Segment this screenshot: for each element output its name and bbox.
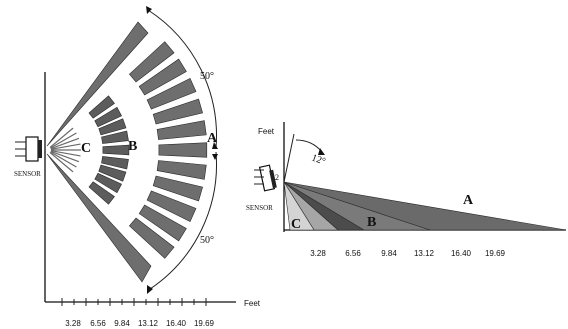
- zone-c-ray: [49, 127, 74, 148]
- zone-b-segment: [98, 118, 127, 136]
- zone-c-ray: [49, 152, 74, 173]
- zone-a-segment: [158, 142, 208, 158]
- zone-b-segment: [88, 95, 115, 119]
- top-view-angle-arc-upper: [147, 9, 217, 149]
- top-view-tick-label: 16.40: [166, 319, 187, 328]
- side-view-zone-label-b: B: [367, 215, 376, 230]
- zone-c-ray: [50, 150, 80, 163]
- zone-b-segment: [102, 144, 130, 156]
- side-view-offset-label: 2: [275, 173, 279, 182]
- zone-a-segment: [156, 120, 207, 140]
- zone-c-ray: [50, 150, 81, 157]
- side-view-sensor-icon: [254, 164, 277, 192]
- zone-a-segment: [128, 41, 175, 83]
- side-view-axis-label: Feet: [258, 127, 275, 136]
- zone-a-segment: [152, 98, 203, 125]
- side-view-tilt-label: 12°: [310, 152, 327, 167]
- top-view-zone-a-segments: [128, 41, 208, 259]
- zone-b-segment: [101, 130, 129, 144]
- top-view-arrow-icon: [212, 154, 218, 160]
- zone-b-segment: [94, 172, 123, 194]
- top-view-zone-b-segments: [88, 95, 130, 205]
- zone-c-ray: [50, 143, 81, 150]
- top-view-arrow-icon: [212, 142, 218, 149]
- top-view-rays: [49, 127, 81, 173]
- zone-c-ray: [50, 137, 80, 150]
- zone-b-segment: [94, 106, 123, 128]
- zone-c-ray: [50, 132, 77, 149]
- top-view-angle-label-upper: 50°: [200, 71, 214, 82]
- zone-a-segment: [146, 190, 197, 223]
- top-view-axis-label: Feet: [244, 299, 261, 308]
- side-view-arrow-icon: [318, 148, 325, 155]
- zone-a-segment: [156, 160, 207, 180]
- top-view-sensor-label: SENSOR: [14, 170, 41, 178]
- top-view-tick-label: 13.12: [138, 319, 159, 328]
- zone-a-segment: [138, 204, 187, 242]
- top-view-zone-label-c: C: [81, 141, 91, 156]
- side-view-zone-label-c: C: [291, 217, 301, 232]
- top-view-tick-label: 6.56: [90, 319, 106, 328]
- top-view-zone-label-b: B: [128, 139, 137, 154]
- side-view-tick-label: 13.12: [414, 249, 435, 258]
- top-view-outer-beam-lower: [46, 153, 152, 283]
- side-view-tick-label: 19.69: [485, 249, 506, 258]
- side-view: Feet 12° 2 SENSOR A B C 3.28 6.56 9.84 1…: [246, 122, 567, 258]
- side-view-tilt-arc: [295, 139, 323, 153]
- zone-b-segment: [101, 156, 129, 170]
- zone-b-segment: [98, 164, 127, 182]
- top-view: Feet 3.28 6.56 9.84 13.12 16.40 19.69 SE…: [14, 6, 261, 328]
- side-view-tilt-line: [283, 133, 295, 183]
- side-view-tick-label: 16.40: [451, 249, 472, 258]
- top-view-angle-label-lower: 50°: [200, 235, 214, 246]
- top-view-arrow-icon: [147, 285, 153, 294]
- zone-a-segment: [146, 77, 197, 110]
- zone-a-segment: [128, 217, 175, 259]
- side-view-sensor-label: SENSOR: [246, 204, 273, 212]
- top-view-tick-label: 19.69: [194, 319, 215, 328]
- side-view-tick-label: 3.28: [310, 249, 326, 258]
- zone-a-segment: [152, 175, 203, 202]
- zone-c-ray: [50, 151, 77, 168]
- side-view-zone-c-wedge: [283, 181, 315, 231]
- top-view-arrow-icon: [146, 6, 152, 14]
- side-view-tick-label: 6.56: [345, 249, 361, 258]
- top-view-tick-label: 3.28: [65, 319, 81, 328]
- side-view-tick-label: 9.84: [381, 249, 397, 258]
- top-view-tick-label: 9.84: [114, 319, 130, 328]
- top-view-outer-beam-upper: [46, 21, 149, 147]
- top-view-sensor-icon: [15, 136, 42, 162]
- side-view-zone-label-a: A: [463, 193, 474, 208]
- zone-b-segment: [88, 181, 115, 205]
- top-view-x-ticks: [61, 298, 207, 306]
- top-view-angle-arc-lower: [149, 151, 217, 290]
- top-view-zone-label-a: A: [207, 131, 218, 146]
- zone-a-segment: [138, 58, 187, 96]
- side-view-zone-ab-wedge: [283, 181, 431, 231]
